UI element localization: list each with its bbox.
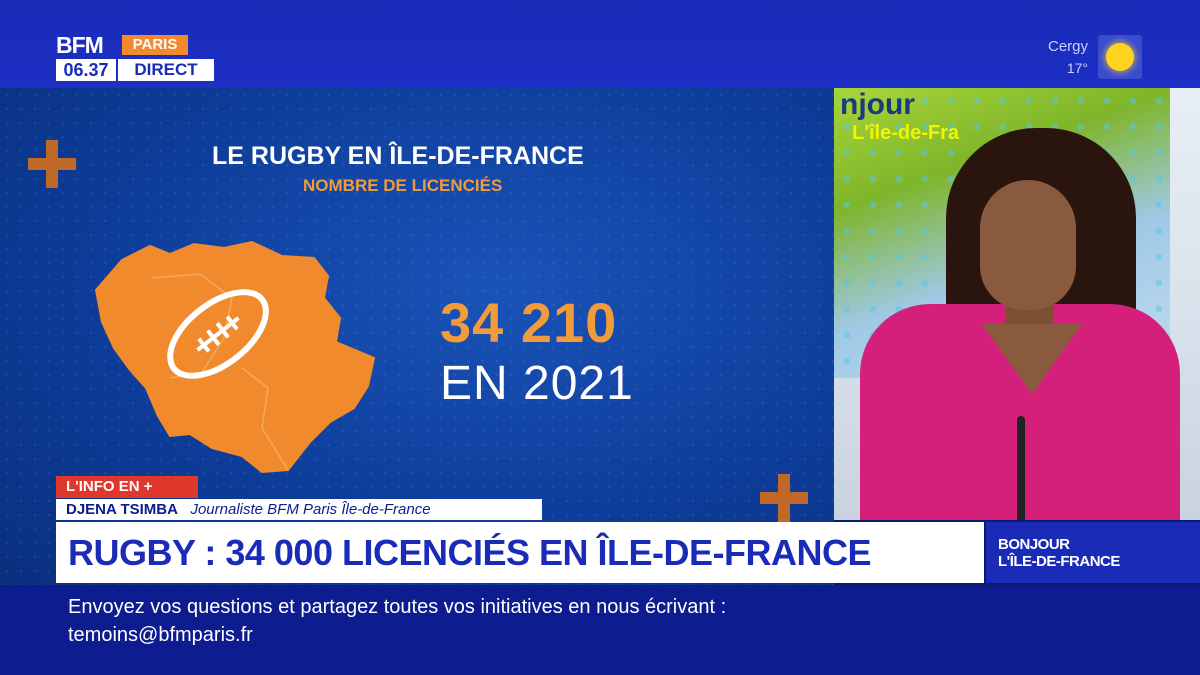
reporter-role: Journaliste BFM Paris Île-de-France [190,501,431,518]
ticker-bar [0,585,1200,675]
infographic-panel: LE RUGBY EN ÎLE-DE-FRANCE NOMBRE DE LICE… [0,88,834,585]
infographic-title: LE RUGBY EN ÎLE-DE-FRANCE [212,142,584,170]
department-border [241,367,289,471]
plus-icon [28,140,76,188]
screen-text: njour [840,88,915,121]
ticker-text: Envoyez vos questions et partagez toutes… [68,596,727,618]
rugby-ball-icon [167,289,269,379]
headline-banner: RUGBY : 34 000 LICENCIÉS EN ÎLE-DE-FRANC… [56,522,984,583]
info-tag: L'INFO EN + [56,476,198,498]
weather-box [1098,35,1142,79]
presenter-face [980,180,1076,310]
channel-logo: BFM PARIS 06.37 DIRECT [56,34,218,82]
brand-label: BFM [56,32,104,58]
reporter-name: DJENA TSIMBA [66,501,178,518]
plus-icon [760,474,808,522]
year-label: EN 2021 [440,357,634,410]
weather-temperature: 17° [1066,60,1088,76]
infographic-subtitle: NOMBRE DE LICENCIÉS [303,176,503,195]
sun-icon [1106,43,1134,71]
show-badge: BONJOUR L'ÎLE-DE-FRANCE [986,522,1200,583]
clock: 06.37 [56,59,116,81]
ticker-email: temoins@bfmparis.fr [68,624,253,646]
region-label: PARIS [122,35,188,55]
microphone-icon [1017,416,1025,520]
ile-de-france-map [94,240,376,474]
live-badge: DIRECT [118,59,214,81]
reporter-caption: DJENA TSIMBA Journaliste BFM Paris Île-d… [56,499,542,520]
show-title-line2: L'ÎLE-DE-FRANCE [998,553,1120,570]
weather-city: Cergy [1047,38,1088,55]
studio-video: njour L'île-de-Fra [834,88,1200,520]
show-title-line1: BONJOUR [998,536,1070,553]
screen-text: L'île-de-Fra [852,122,959,144]
licensee-count: 34 210 [440,291,618,354]
